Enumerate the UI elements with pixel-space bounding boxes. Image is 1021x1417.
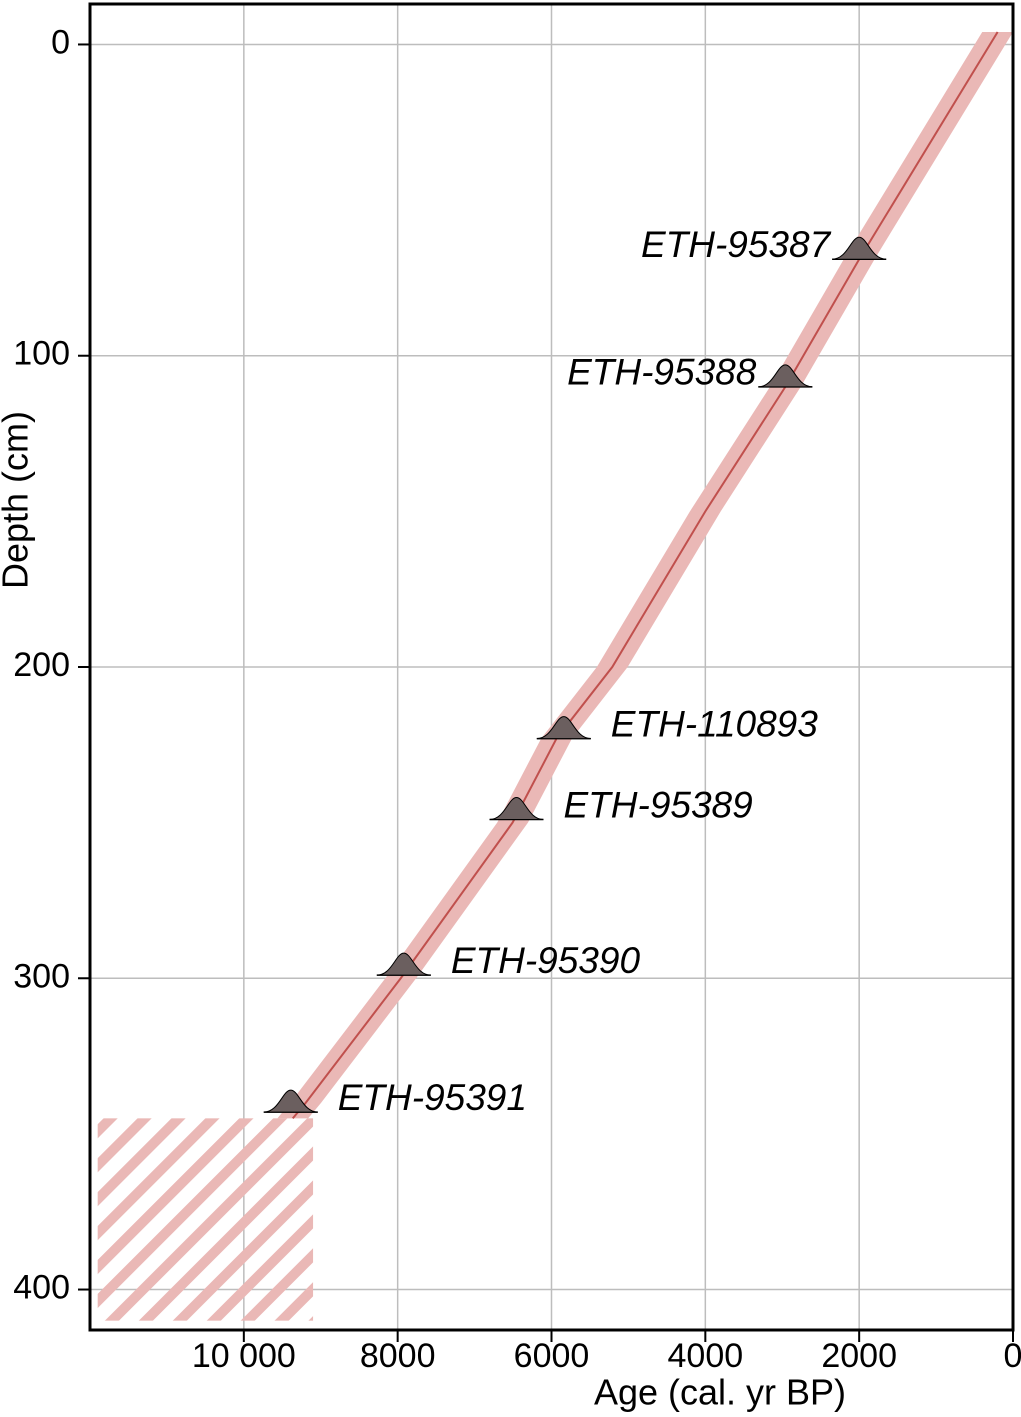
age-model-line (291, 31, 999, 1119)
date-distribution (376, 952, 431, 976)
date-label: ETH-95389 (564, 784, 753, 825)
date-label: ETH-95387 (641, 224, 832, 265)
y-tick-label: 200 (13, 646, 70, 684)
date-distribution (263, 1089, 318, 1113)
y-tick-label: 100 (13, 335, 70, 373)
x-tick-label: 0 (1004, 1337, 1021, 1375)
plot-frame (88, 2, 1015, 1332)
date-distribution (758, 364, 813, 388)
y-tick-label: 400 (13, 1269, 70, 1307)
x-tick-label: 2000 (821, 1337, 897, 1375)
date-label: ETH-110893 (611, 703, 818, 744)
x-tick-label: 8000 (360, 1337, 436, 1375)
date-distribution (832, 236, 887, 260)
x-tick-label: 4000 (668, 1337, 744, 1375)
x-axis-title: Age (cal. yr BP) (594, 1372, 846, 1413)
uncertainty-band (277, 32, 1013, 1119)
date-label: ETH-95388 (567, 352, 757, 393)
y-tick-label: 300 (13, 957, 70, 995)
plot-area (90, 4, 1013, 1330)
y-axis-title: Depth (cm) (0, 411, 36, 589)
date-distribution (489, 797, 544, 821)
x-tick-label: 10 000 (192, 1337, 296, 1375)
x-tick-label: 6000 (514, 1337, 590, 1375)
y-tick-label: 0 (51, 23, 70, 61)
date-label: ETH-95390 (451, 940, 641, 981)
date-label: ETH-95391 (338, 1077, 527, 1118)
hatched-region (97, 1118, 314, 1321)
date-distribution (536, 716, 591, 740)
